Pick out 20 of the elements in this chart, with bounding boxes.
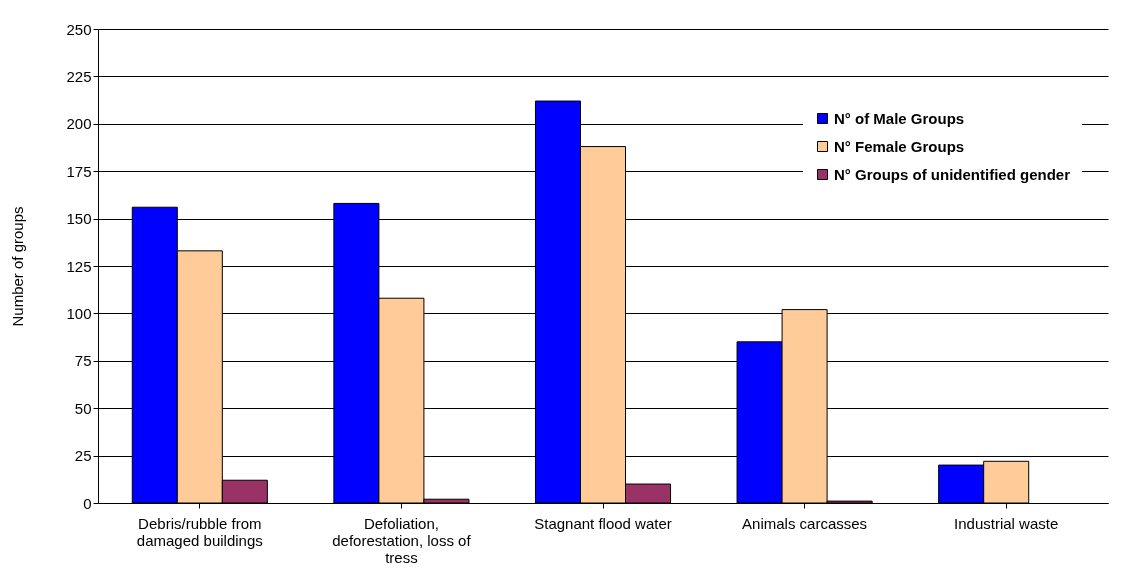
legend-label: N° Groups of unidentified gender [834,165,1071,183]
legend-label: N° of Male Groups [834,109,965,127]
y-tick-label: 200 [66,115,92,133]
y-tick-label: 0 [83,494,92,512]
y-axis-title: Number of groups [9,206,27,327]
x-tick-label: Animals carcasses [742,514,868,532]
x-tick-label: Debris/rubble from damaged buildings [136,514,263,549]
y-tick-label: 100 [66,304,92,322]
legend-label: N° Female Groups [834,137,965,155]
y-tick-label: 50 [74,399,92,417]
y-tick-label: 175 [66,162,92,180]
y-tick-label: 25 [74,447,92,465]
y-tick-label: 225 [66,67,92,85]
x-tick-label: Industrial waste [954,514,1059,532]
y-tick-label: 75 [74,352,92,370]
x-tick-label: Stagnant flood water [534,514,672,532]
y-tick-label: 125 [66,257,92,275]
y-tick-label: 250 [66,20,92,38]
x-tick-label: Defoliation, deforestation, loss of tress [332,514,472,566]
y-tick-label: 150 [66,210,92,228]
